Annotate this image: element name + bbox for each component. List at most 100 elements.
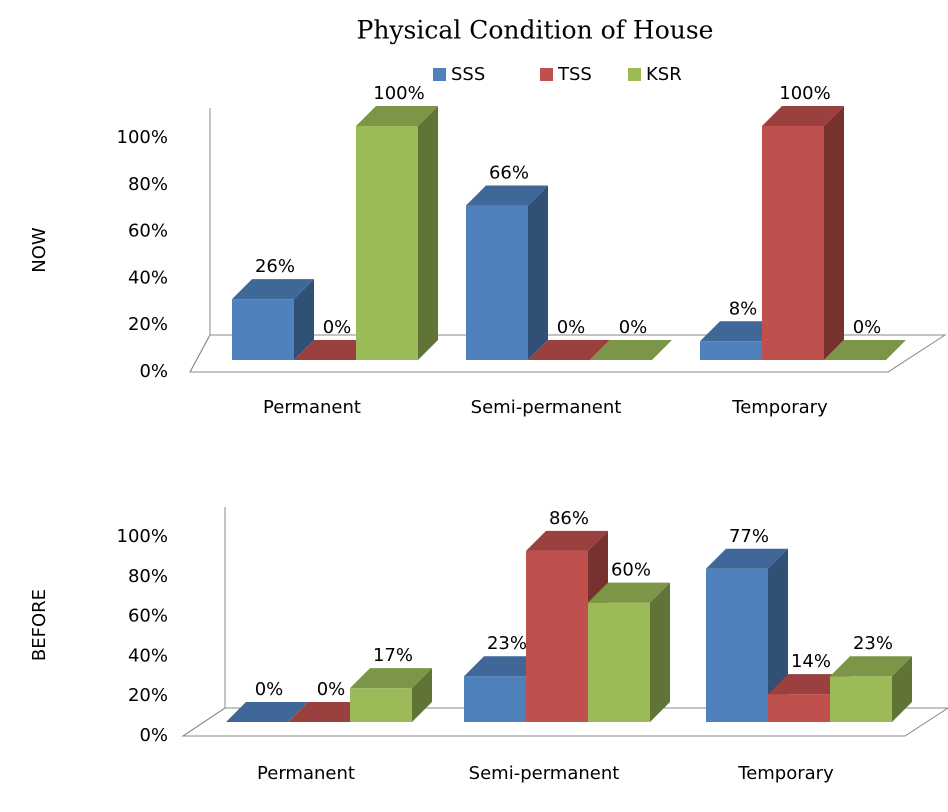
bar-top xyxy=(350,668,432,689)
bar xyxy=(588,582,670,722)
y-tick-label: 20% xyxy=(128,685,168,706)
y-tick-label: 80% xyxy=(128,174,168,195)
bar-front xyxy=(830,676,892,722)
y-tick-label: 80% xyxy=(128,566,168,587)
bar xyxy=(528,340,610,360)
legend-label: KSR xyxy=(646,64,682,85)
y-tick-label: 60% xyxy=(128,221,168,242)
data-label: 0% xyxy=(255,679,284,700)
x-tick-label: Temporary xyxy=(731,397,828,418)
bar-top xyxy=(356,106,438,126)
y-tick-label: 0% xyxy=(139,725,168,746)
bar-top xyxy=(824,340,906,360)
x-tick-label: Semi-permanent xyxy=(469,763,620,784)
legend-label: TSS xyxy=(557,64,592,85)
bar xyxy=(294,340,376,360)
y-tick-label: 0% xyxy=(139,361,168,382)
bar-side xyxy=(418,106,438,360)
bar-front xyxy=(700,341,762,360)
data-label: 60% xyxy=(611,560,651,581)
bar-front xyxy=(466,205,528,360)
bar-side xyxy=(892,656,912,722)
data-label: 0% xyxy=(619,317,648,338)
bar-top xyxy=(706,548,788,569)
legend-swatch xyxy=(433,68,446,81)
bar-front xyxy=(464,676,526,722)
y-tick-label: 100% xyxy=(117,526,168,547)
bar-top xyxy=(288,702,370,722)
bar-front xyxy=(588,602,650,722)
data-label: 0% xyxy=(853,317,882,338)
axis-line xyxy=(182,707,226,737)
bar xyxy=(350,668,432,722)
bar-front xyxy=(768,694,830,722)
data-label: 86% xyxy=(549,508,589,529)
bar-top xyxy=(528,340,610,360)
bar-top xyxy=(232,279,314,300)
bar xyxy=(706,548,788,722)
x-tick-label: Permanent xyxy=(263,397,361,418)
bar-front xyxy=(706,568,768,722)
data-label: 66% xyxy=(489,163,529,184)
bar xyxy=(288,702,370,722)
y-tick-label: 60% xyxy=(128,606,168,627)
data-label: 23% xyxy=(853,633,893,654)
bar-top xyxy=(588,582,670,603)
legend-swatch xyxy=(628,68,641,81)
y-tick-label: 40% xyxy=(128,645,168,666)
bar-front xyxy=(762,126,824,360)
bar-side xyxy=(528,185,548,360)
bar-top xyxy=(466,185,548,206)
y-axis-label: NOW xyxy=(29,227,50,273)
data-label: 0% xyxy=(557,317,586,338)
bar-top xyxy=(762,106,844,126)
bar-top xyxy=(590,340,672,360)
bar xyxy=(356,106,438,360)
bar xyxy=(466,185,548,360)
x-tick-label: Semi-permanent xyxy=(471,397,622,418)
y-tick-label: 20% xyxy=(128,314,168,335)
y-axis-label: BEFORE xyxy=(29,589,50,661)
bar-front xyxy=(350,688,412,722)
bar xyxy=(232,279,314,360)
y-tick-label: 100% xyxy=(117,127,168,148)
x-tick-label: Permanent xyxy=(257,763,355,784)
data-label: 8% xyxy=(729,298,758,319)
x-tick-label: Temporary xyxy=(737,763,834,784)
bar-top xyxy=(830,656,912,677)
bar xyxy=(824,340,906,360)
data-label: 26% xyxy=(255,256,295,277)
bar xyxy=(830,656,912,722)
axis-line xyxy=(189,334,211,373)
bar-top xyxy=(464,656,546,677)
bar-side xyxy=(650,582,670,722)
bar-top xyxy=(526,530,608,551)
bar-side xyxy=(768,548,788,722)
bar-top xyxy=(700,321,782,342)
bar xyxy=(762,106,844,360)
legend-swatch xyxy=(540,68,553,81)
data-label: 100% xyxy=(779,83,830,104)
data-label: 77% xyxy=(729,526,769,547)
data-label: 17% xyxy=(373,645,413,666)
bar-front xyxy=(526,550,588,722)
bar-side xyxy=(824,106,844,360)
bar-side xyxy=(294,279,314,360)
data-label: 0% xyxy=(317,679,346,700)
chart-title: Physical Condition of House xyxy=(357,16,714,45)
bar-front xyxy=(232,299,294,360)
bar-side xyxy=(412,668,432,722)
data-label: 100% xyxy=(373,83,424,104)
bar-top xyxy=(768,674,850,695)
bar-top xyxy=(226,702,308,722)
data-label: 0% xyxy=(323,317,352,338)
bar xyxy=(226,702,308,722)
data-label: 23% xyxy=(487,633,527,654)
legend-label: SSS xyxy=(451,64,485,85)
y-tick-label: 40% xyxy=(128,267,168,288)
bar-front xyxy=(356,126,418,360)
bar-top xyxy=(294,340,376,360)
bar xyxy=(590,340,672,360)
data-label: 14% xyxy=(791,651,831,672)
